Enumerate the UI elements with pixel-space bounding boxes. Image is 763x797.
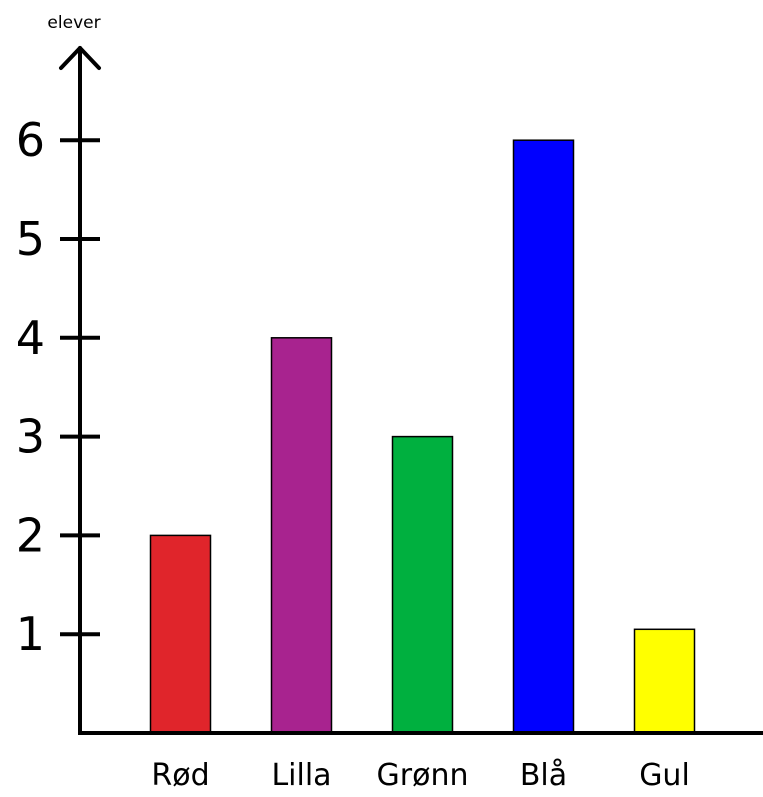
y-tick-label: 3: [16, 410, 45, 464]
bar-4: [512, 139, 575, 734]
x-tick-label: Blå: [520, 758, 567, 792]
y-tick-label: 2: [16, 508, 45, 562]
labels-layer: 1 2 3 4 5 6 elever Rød Lilla Grønn Blå Gul: [16, 13, 690, 793]
y-axis-arrow: [59, 46, 101, 70]
y-tick-label: 6: [16, 113, 45, 167]
bar-1: [149, 534, 212, 734]
x-tick-label: Rød: [151, 758, 209, 792]
y-axis-label: elever: [47, 13, 100, 33]
bar-2: [270, 337, 333, 734]
x-tick-label: Grønn: [377, 758, 469, 792]
axes-layer: [59, 46, 763, 735]
bars-layer: [149, 139, 696, 734]
y-tick-label: 4: [16, 311, 45, 365]
x-tick-label: Lilla: [271, 758, 331, 792]
y-tick-label: 5: [16, 212, 45, 266]
x-tick-label: Gul: [639, 758, 690, 792]
bar-3: [391, 435, 454, 734]
y-tick-label: 1: [16, 607, 45, 661]
bar-5: [633, 628, 696, 734]
